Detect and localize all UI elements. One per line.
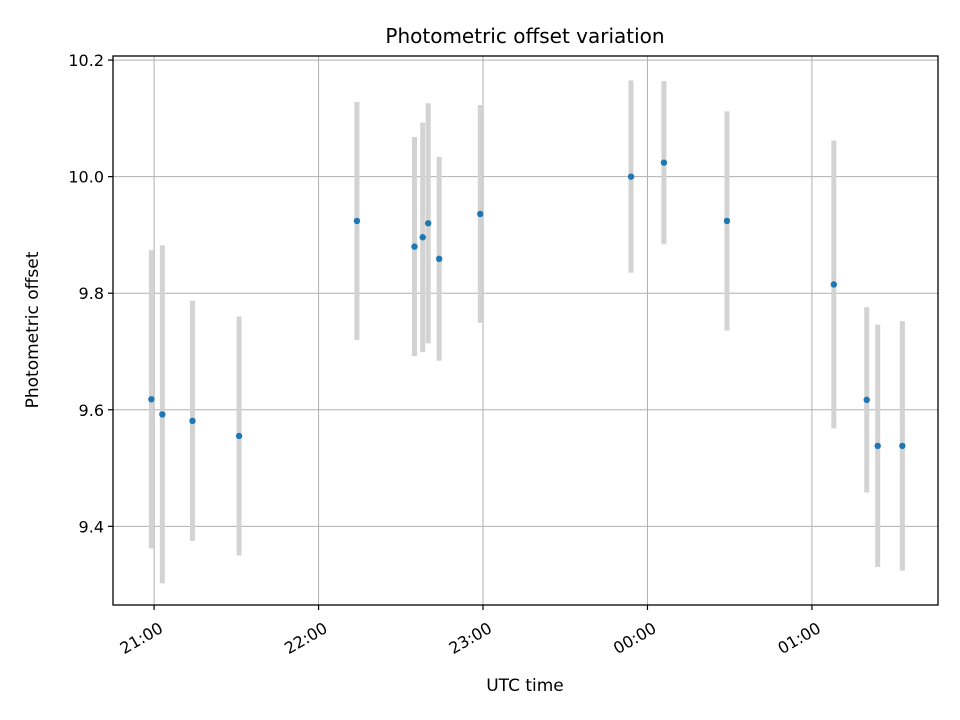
x-tick-label: 00:00 [610, 618, 659, 658]
data-point [159, 411, 166, 418]
data-point [148, 396, 155, 403]
x-tick-label: 23:00 [446, 618, 495, 658]
x-axis-label: UTC time [486, 676, 564, 696]
y-tick-label: 9.4 [79, 517, 104, 536]
y-tick-label: 9.8 [79, 284, 104, 303]
data-point [660, 159, 668, 166]
x-tick-label: 22:00 [281, 618, 330, 658]
error-bars [148, 80, 905, 584]
data-point [899, 442, 906, 450]
data-point [830, 281, 838, 288]
y-axis-label: Photometric offset [23, 251, 43, 408]
grid-lines [113, 56, 938, 605]
chart-title: Photometric offset variation [385, 24, 664, 48]
data-points [148, 159, 906, 450]
x-tick-label: 21:00 [117, 618, 166, 658]
data-point [435, 255, 443, 263]
data-point [477, 210, 484, 218]
data-point [353, 217, 361, 225]
x-axis-ticks: 21:00 22:00 23:00 00:00 01:00 [117, 605, 824, 658]
x-tick-label: 01:00 [774, 618, 823, 658]
y-axis-ticks: 9.4 9.6 9.8 10.0 10.2 [68, 51, 113, 536]
data-point [235, 432, 243, 440]
data-point [411, 243, 418, 250]
y-tick-label: 9.6 [79, 401, 104, 420]
plot-frame [112, 55, 939, 606]
y-tick-label: 10.2 [68, 51, 104, 70]
data-point [189, 417, 196, 425]
data-point [874, 442, 881, 450]
data-point [424, 220, 432, 227]
data-point [627, 173, 635, 180]
data-point [419, 234, 426, 241]
data-point [723, 217, 731, 225]
data-point [863, 396, 870, 404]
y-tick-label: 10.0 [68, 168, 104, 187]
